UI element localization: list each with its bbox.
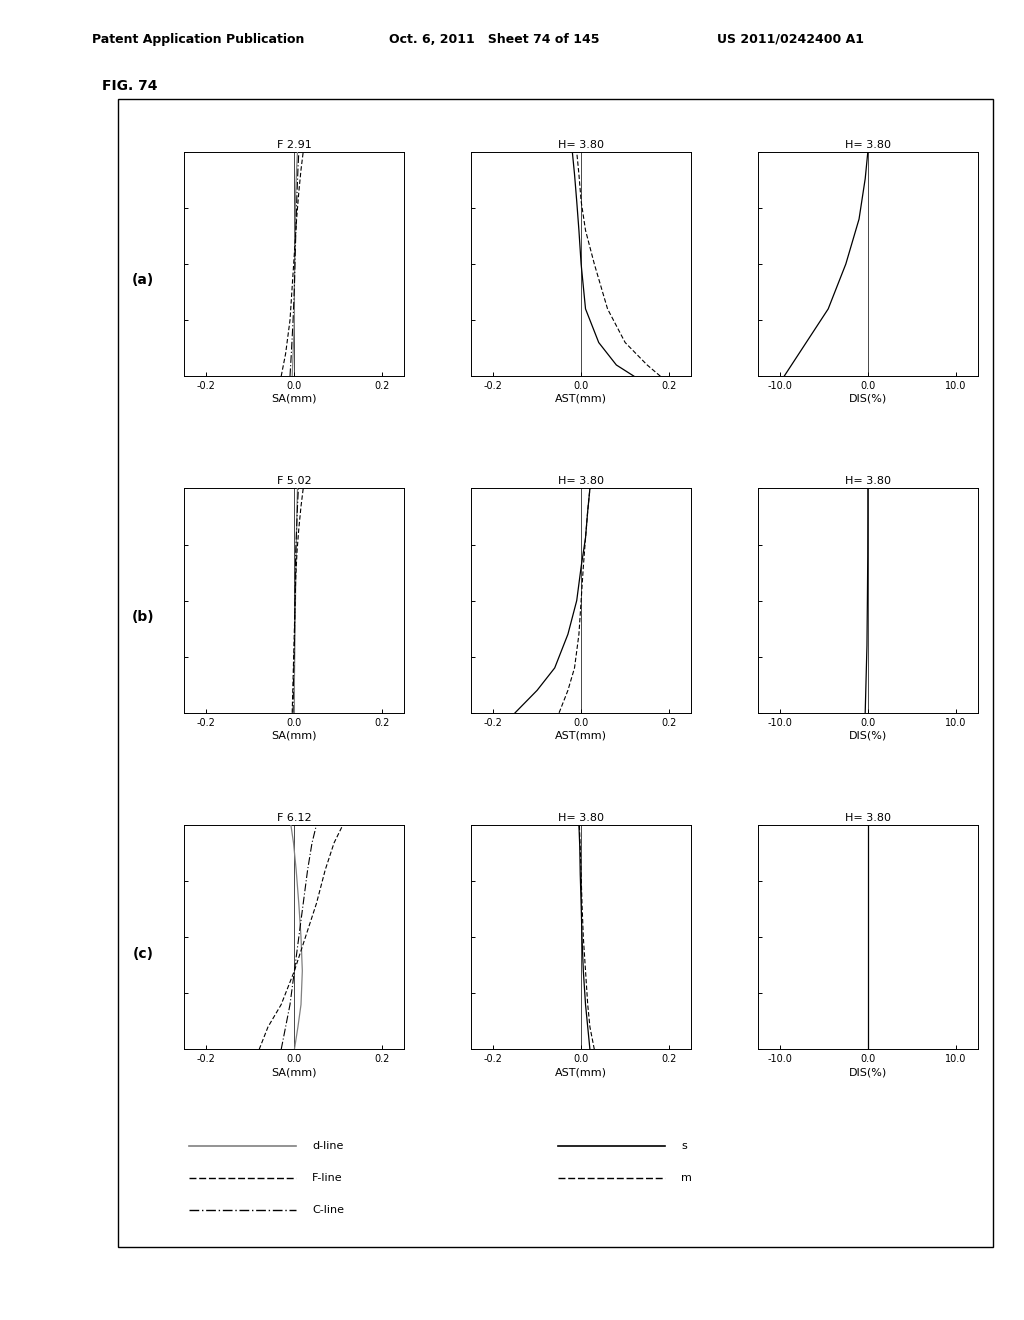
X-axis label: DIS(%): DIS(%) <box>849 393 887 404</box>
Title: H= 3.80: H= 3.80 <box>845 477 891 486</box>
Text: (c): (c) <box>133 946 154 961</box>
X-axis label: SA(mm): SA(mm) <box>271 1067 317 1077</box>
Title: H= 3.80: H= 3.80 <box>558 477 604 486</box>
Text: s: s <box>681 1142 687 1151</box>
X-axis label: SA(mm): SA(mm) <box>271 730 317 741</box>
Title: H= 3.80: H= 3.80 <box>558 813 604 822</box>
Title: F 6.12: F 6.12 <box>278 813 311 822</box>
Text: US 2011/0242400 A1: US 2011/0242400 A1 <box>717 33 864 46</box>
Title: H= 3.80: H= 3.80 <box>845 813 891 822</box>
X-axis label: DIS(%): DIS(%) <box>849 1067 887 1077</box>
Text: Oct. 6, 2011   Sheet 74 of 145: Oct. 6, 2011 Sheet 74 of 145 <box>389 33 600 46</box>
X-axis label: AST(mm): AST(mm) <box>555 730 607 741</box>
X-axis label: AST(mm): AST(mm) <box>555 393 607 404</box>
X-axis label: DIS(%): DIS(%) <box>849 730 887 741</box>
Title: F 5.02: F 5.02 <box>278 477 311 486</box>
Text: C-line: C-line <box>312 1205 344 1214</box>
Text: FIG. 74: FIG. 74 <box>102 79 158 94</box>
Title: H= 3.80: H= 3.80 <box>558 140 604 149</box>
Text: (b): (b) <box>132 610 155 624</box>
Title: H= 3.80: H= 3.80 <box>845 140 891 149</box>
Text: d-line: d-line <box>312 1142 344 1151</box>
Text: Patent Application Publication: Patent Application Publication <box>92 33 304 46</box>
Title: F 2.91: F 2.91 <box>278 140 311 149</box>
X-axis label: SA(mm): SA(mm) <box>271 393 317 404</box>
Text: (a): (a) <box>132 273 155 288</box>
X-axis label: AST(mm): AST(mm) <box>555 1067 607 1077</box>
Text: m: m <box>681 1173 692 1183</box>
Text: F-line: F-line <box>312 1173 343 1183</box>
